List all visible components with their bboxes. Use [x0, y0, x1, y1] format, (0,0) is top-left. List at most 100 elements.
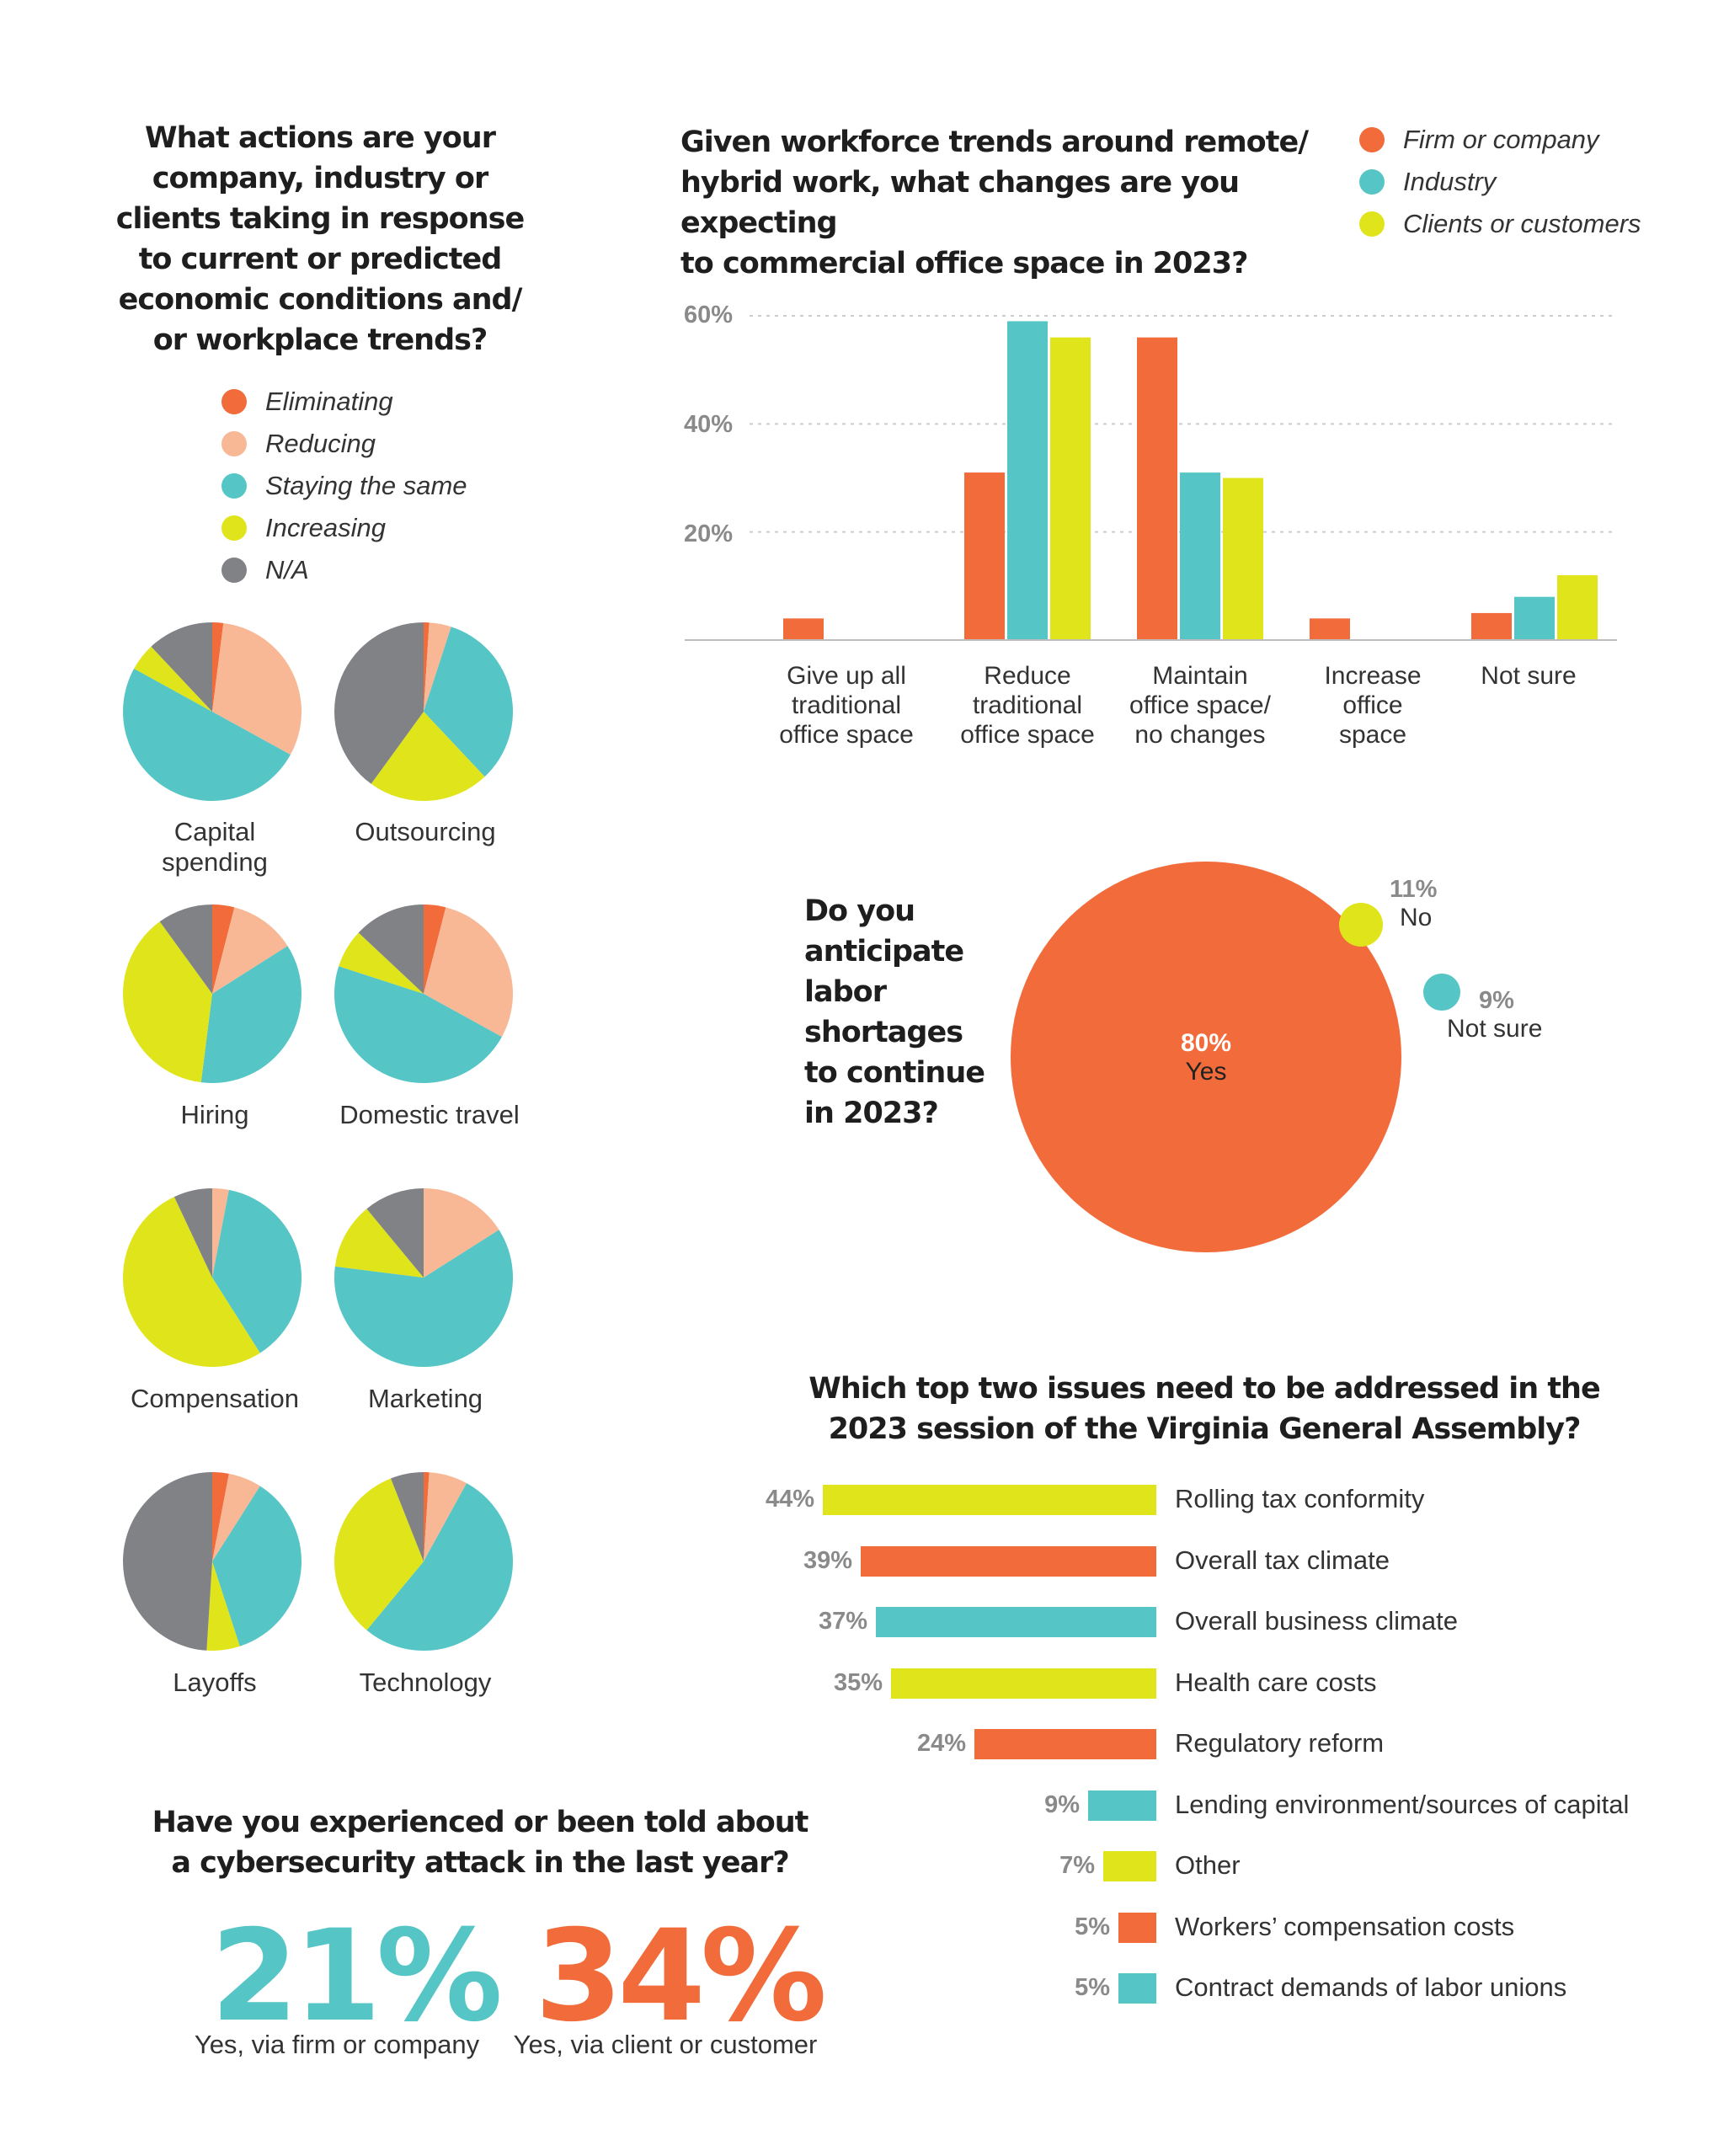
pie-slice — [212, 1188, 229, 1278]
bubble-no-label: 11% No — [1390, 876, 1457, 932]
legend-label: Clients or customers — [1403, 209, 1641, 238]
hbar — [1088, 1790, 1156, 1821]
legend-item-staying-same: Staying the same — [221, 471, 467, 501]
pie-slice — [134, 646, 212, 712]
bubble-yes-text: Yes — [1185, 1058, 1227, 1086]
office-bar-chart — [685, 315, 1617, 641]
cyber-client-label: Yes, via client or customer — [513, 2030, 818, 2059]
pie-slice — [334, 1478, 424, 1630]
legend-item-clients: Clients or customers — [1359, 209, 1641, 239]
actions-title-line: What actions are your — [145, 121, 496, 155]
pie-slice — [123, 1197, 260, 1367]
pie-label: Hiring — [180, 1100, 249, 1129]
hbar — [974, 1729, 1156, 1759]
bar — [1223, 478, 1263, 640]
pie-slice — [424, 1472, 467, 1561]
pie-slice — [339, 932, 424, 994]
cyber-firm-label: Yes, via firm or company — [194, 2030, 480, 2059]
bar — [964, 472, 1005, 640]
legend-item-reducing: Reducing — [221, 429, 376, 459]
pie-slice — [424, 627, 514, 777]
y-tick-label: 20% — [684, 520, 734, 547]
legend-label: Increasing — [265, 513, 387, 542]
actions-title-line: company, industry or — [152, 162, 488, 195]
hbar — [891, 1668, 1156, 1699]
pie-slice — [424, 907, 513, 1038]
hbar — [1118, 1912, 1156, 1943]
bubble-yes — [1011, 862, 1401, 1252]
pie-slice — [212, 622, 302, 755]
legend-dot — [221, 389, 247, 414]
bubble-yes-pct: 80% — [1180, 1029, 1232, 1057]
pie-slice — [212, 1486, 302, 1646]
pie-label-text: Capital spending — [162, 817, 268, 877]
legend-label: Staying the same — [265, 471, 467, 500]
actions-title-line: clients taking in response — [115, 202, 525, 236]
x-tick-label: Reduce traditional office space — [947, 661, 1107, 750]
pie-label: Marketing — [367, 1384, 483, 1413]
pie-slice — [424, 1472, 430, 1561]
bubble-no — [1339, 903, 1383, 947]
legend-dot — [221, 473, 247, 499]
bar — [1050, 337, 1091, 640]
legend-label: N/A — [265, 555, 309, 584]
actions-title-line: economic conditions and/ — [118, 283, 523, 317]
pie-slice — [122, 921, 212, 1083]
pie-slice — [122, 1472, 212, 1651]
x-tick-line: traditional — [972, 691, 1083, 719]
legend-dot — [221, 515, 247, 541]
bar — [1137, 337, 1177, 640]
bar — [1007, 321, 1048, 640]
hbar — [823, 1485, 1156, 1515]
pie-label: Capital spending — [126, 817, 303, 878]
x-tick-line: office space/ — [1129, 691, 1271, 719]
actions-title: What actions are your company, industry … — [97, 118, 543, 360]
bubble-yes-label: 80% Yes — [1130, 1029, 1282, 1086]
pie-slice — [358, 905, 424, 994]
x-tick-line: Maintain — [1152, 662, 1248, 690]
pie-label: Outsourcing — [355, 817, 496, 846]
hbar-label: Other — [1175, 1850, 1241, 1880]
hbar-value: 44% — [765, 1486, 814, 1513]
pie-slice — [390, 1472, 424, 1561]
hbar-label: Overall tax climate — [1175, 1545, 1390, 1575]
cyber-title: Have you experienced or been told about … — [143, 1802, 817, 1883]
pie-label: Layoffs — [173, 1668, 257, 1697]
pie-slice — [424, 905, 446, 994]
legend-dot — [221, 558, 247, 583]
pie-slice — [334, 966, 502, 1083]
pie-slice — [212, 905, 235, 994]
x-tick-label: Not sure — [1461, 661, 1596, 691]
issues-title: Which top two issues need to be addresse… — [808, 1369, 1600, 1449]
legend-dot — [1359, 211, 1385, 237]
x-tick-label: Increase office space — [1301, 661, 1444, 750]
hbar-value: 39% — [803, 1546, 852, 1574]
hbar-value: 24% — [916, 1730, 966, 1757]
labor-title-line: Do you — [804, 894, 915, 928]
labor-title-line: in 2023? — [804, 1097, 939, 1130]
bubble-not-sure-pct: 9% — [1479, 987, 1514, 1014]
pie-slice — [334, 1230, 514, 1367]
y-tick-label: 40% — [684, 411, 734, 438]
hbar-value: 7% — [1059, 1852, 1095, 1879]
pie-slice — [366, 1188, 424, 1278]
hbar — [876, 1607, 1156, 1637]
y-tick-label: 60% — [684, 302, 734, 328]
pie-slice — [371, 712, 485, 802]
bubble-no-pct: 11% — [1390, 876, 1438, 903]
pie-slice — [151, 622, 212, 712]
bar — [783, 618, 824, 640]
pie-slice — [212, 622, 224, 712]
hbar-label: Rolling tax conformity — [1175, 1484, 1425, 1513]
pie-slice — [424, 1188, 499, 1278]
pie-slice — [334, 1209, 424, 1278]
labor-bubbles — [1011, 862, 1460, 1252]
hbar-value: 9% — [1044, 1790, 1080, 1818]
office-title: Given workforce trends around remote/ hy… — [680, 122, 1354, 284]
bar — [1557, 575, 1598, 640]
cyber-client-pct: 34% — [535, 1903, 827, 2050]
pie-slice — [366, 1483, 513, 1652]
pie-label: Technology — [359, 1668, 492, 1697]
x-tick-label: Give up all traditional office space — [766, 661, 926, 750]
bubble-not-sure-text: Not sure — [1447, 1015, 1543, 1043]
